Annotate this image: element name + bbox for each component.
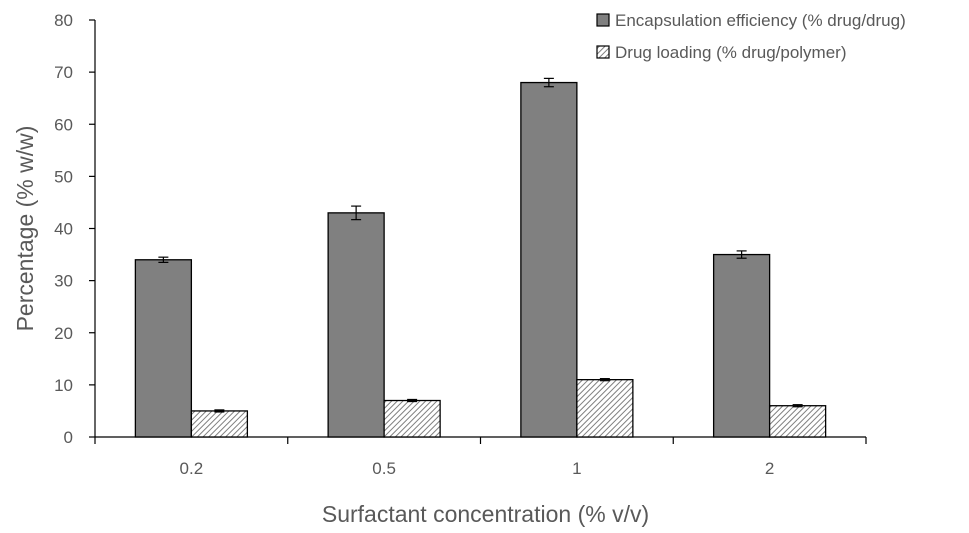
legend-swatch: [596, 45, 610, 59]
y-tick-label: 30: [54, 272, 73, 291]
x-tick-label: 2: [765, 459, 774, 478]
x-tick-label: 1: [572, 459, 581, 478]
x-tick-label: 0.2: [180, 459, 204, 478]
bar-encapsulation: [712, 253, 771, 438]
bar-loading: [768, 405, 827, 438]
legend-label: Encapsulation efficiency (% drug/drug): [615, 11, 906, 30]
bar-encapsulation: [327, 212, 385, 438]
bar-encapsulation: [520, 81, 578, 438]
y-tick-label: 70: [54, 63, 73, 82]
y-tick-label: 40: [54, 220, 73, 239]
x-tick-label: 0.5: [372, 459, 396, 478]
legend-swatch: [596, 13, 610, 27]
bar-loading: [576, 379, 634, 438]
y-tick-label: 20: [54, 324, 73, 343]
y-tick-label: 10: [54, 376, 73, 395]
y-tick-label: 60: [54, 115, 73, 134]
bar-encapsulation: [134, 259, 193, 438]
bar-loading: [190, 410, 249, 438]
y-tick-label: 80: [54, 11, 73, 30]
x-axis-title: Surfactant concentration (% v/v): [322, 501, 649, 527]
legend-label: Drug loading (% drug/polymer): [615, 43, 847, 62]
y-tick-label: 50: [54, 167, 73, 186]
y-tick-label: 0: [64, 428, 73, 447]
y-axis-title: Percentage (% w/w): [12, 126, 38, 332]
bar-loading: [383, 399, 441, 438]
